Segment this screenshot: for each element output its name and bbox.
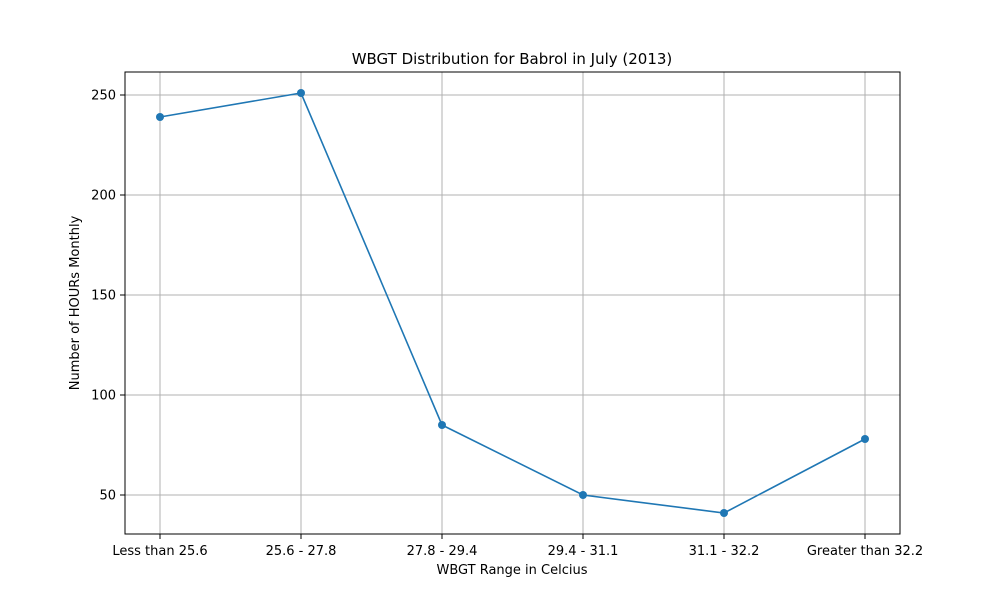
y-tick-label: 150 [91, 289, 116, 304]
x-tick-label: 31.1 - 32.2 [689, 544, 760, 559]
data-point [861, 435, 869, 443]
x-tick-label: Greater than 32.2 [807, 544, 923, 559]
axis-ticks: Less than 25.6 25.6 - 27.8 27.8 - 29.4 29.4… [91, 89, 923, 560]
y-tick-label: 100 [91, 389, 116, 404]
y-tick-label: 200 [91, 189, 116, 204]
chart-title: WBGT Distribution for Babrol in July (20… [352, 50, 673, 68]
y-axis-label: Number of HOURs Monthly [68, 215, 83, 390]
grid-lines [125, 72, 900, 534]
data-point [297, 89, 305, 97]
data-point [579, 491, 587, 499]
x-tick-label: 29.4 - 31.1 [548, 544, 619, 559]
data-point [156, 113, 164, 121]
plot-area-frame [124, 71, 901, 535]
x-axis-label: WBGT Range in Celcius [436, 563, 587, 578]
data-point [720, 509, 728, 517]
y-tick-label: 50 [99, 489, 116, 504]
x-tick-label: 27.8 - 29.4 [407, 544, 478, 559]
y-tick-label: 250 [91, 89, 116, 104]
series-layer [156, 89, 869, 517]
series-line [159, 92, 866, 514]
x-tick-label: Less than 25.6 [112, 544, 207, 559]
data-point [438, 421, 446, 429]
x-tick-label: 25.6 - 27.8 [266, 544, 337, 559]
